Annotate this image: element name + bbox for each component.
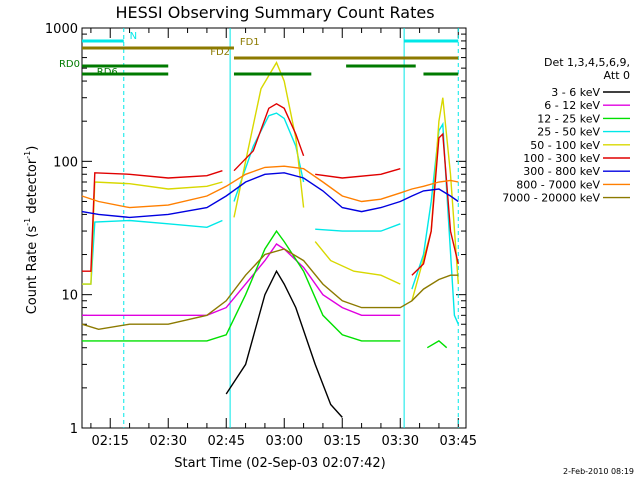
y-tick-label: 10 bbox=[61, 289, 78, 304]
x-tick-label: 03:00 bbox=[266, 434, 303, 449]
legend-header-line1: Det 1,3,4,5,6,9, bbox=[544, 56, 630, 69]
x-tick-label: 02:15 bbox=[91, 434, 128, 449]
plot-frame bbox=[81, 27, 467, 429]
series-line-5 bbox=[82, 102, 459, 276]
y-axis-label: Count Rate (s-1 detector-1) bbox=[23, 146, 40, 315]
x-tick-label: 03:30 bbox=[382, 434, 419, 449]
mode-label-fd2: FD2 bbox=[210, 47, 230, 58]
y-axis-label-end: ) bbox=[25, 146, 40, 151]
series-line-3 bbox=[82, 112, 459, 325]
series-line-2 bbox=[82, 229, 448, 349]
chart-title: HESSI Observing Summary Count Rates bbox=[115, 3, 434, 22]
legend-label-4: 50 - 100 keV bbox=[530, 139, 600, 152]
x-tick-label: 03:45 bbox=[440, 434, 477, 449]
y-axis-label-sup2: -1 bbox=[23, 151, 32, 159]
y-axis-label-sup1: -1 bbox=[23, 218, 32, 226]
legend-label-6: 300 - 800 keV bbox=[523, 165, 600, 178]
mode-label-rd0: RD0 bbox=[59, 59, 80, 70]
series-line-6 bbox=[81, 172, 459, 219]
series-line-1 bbox=[82, 243, 401, 316]
mode-label-fd1: FD1 bbox=[240, 37, 260, 48]
series-line-7 bbox=[81, 165, 459, 209]
series-line-0 bbox=[225, 269, 343, 418]
series-line-8 bbox=[81, 248, 459, 331]
legend-label-0: 3 - 6 keV bbox=[551, 86, 600, 99]
series-line-4 bbox=[82, 61, 459, 301]
x-tick-label: 03:15 bbox=[324, 434, 361, 449]
y-tick-label: 1 bbox=[70, 422, 78, 437]
y-axis-label-mid: detector bbox=[25, 158, 40, 218]
y-tick-label: 100 bbox=[53, 155, 78, 170]
legend-label-5: 100 - 300 keV bbox=[523, 152, 600, 165]
legend-label-2: 12 - 25 keV bbox=[537, 112, 600, 125]
x-tick-label: 02:30 bbox=[150, 434, 187, 449]
plot-area: 1 10 100 1000 02:15 02:30 02:45 03:00 03:15 03:30… bbox=[45, 22, 477, 449]
y-tick-label: 1000 bbox=[45, 22, 78, 37]
legend-label-1: 6 - 12 keV bbox=[544, 99, 600, 112]
mode-label-rd6: RD6 bbox=[97, 67, 118, 78]
x-axis-label: Start Time (02-Sep-03 02:07:42) bbox=[174, 456, 385, 471]
legend-label-8: 7000 - 20000 keV bbox=[502, 192, 600, 205]
x-tick-label: 02:45 bbox=[208, 434, 245, 449]
legend-label-7: 800 - 7000 keV bbox=[516, 178, 600, 191]
legend-label-3: 25 - 50 keV bbox=[537, 126, 600, 139]
legend-header-line2: Att 0 bbox=[604, 69, 630, 82]
y-axis-label-main: Count Rate (s bbox=[25, 226, 40, 315]
mode-label-n: N bbox=[130, 31, 137, 42]
footer-date: 2-Feb-2010 08:19 bbox=[563, 467, 634, 476]
